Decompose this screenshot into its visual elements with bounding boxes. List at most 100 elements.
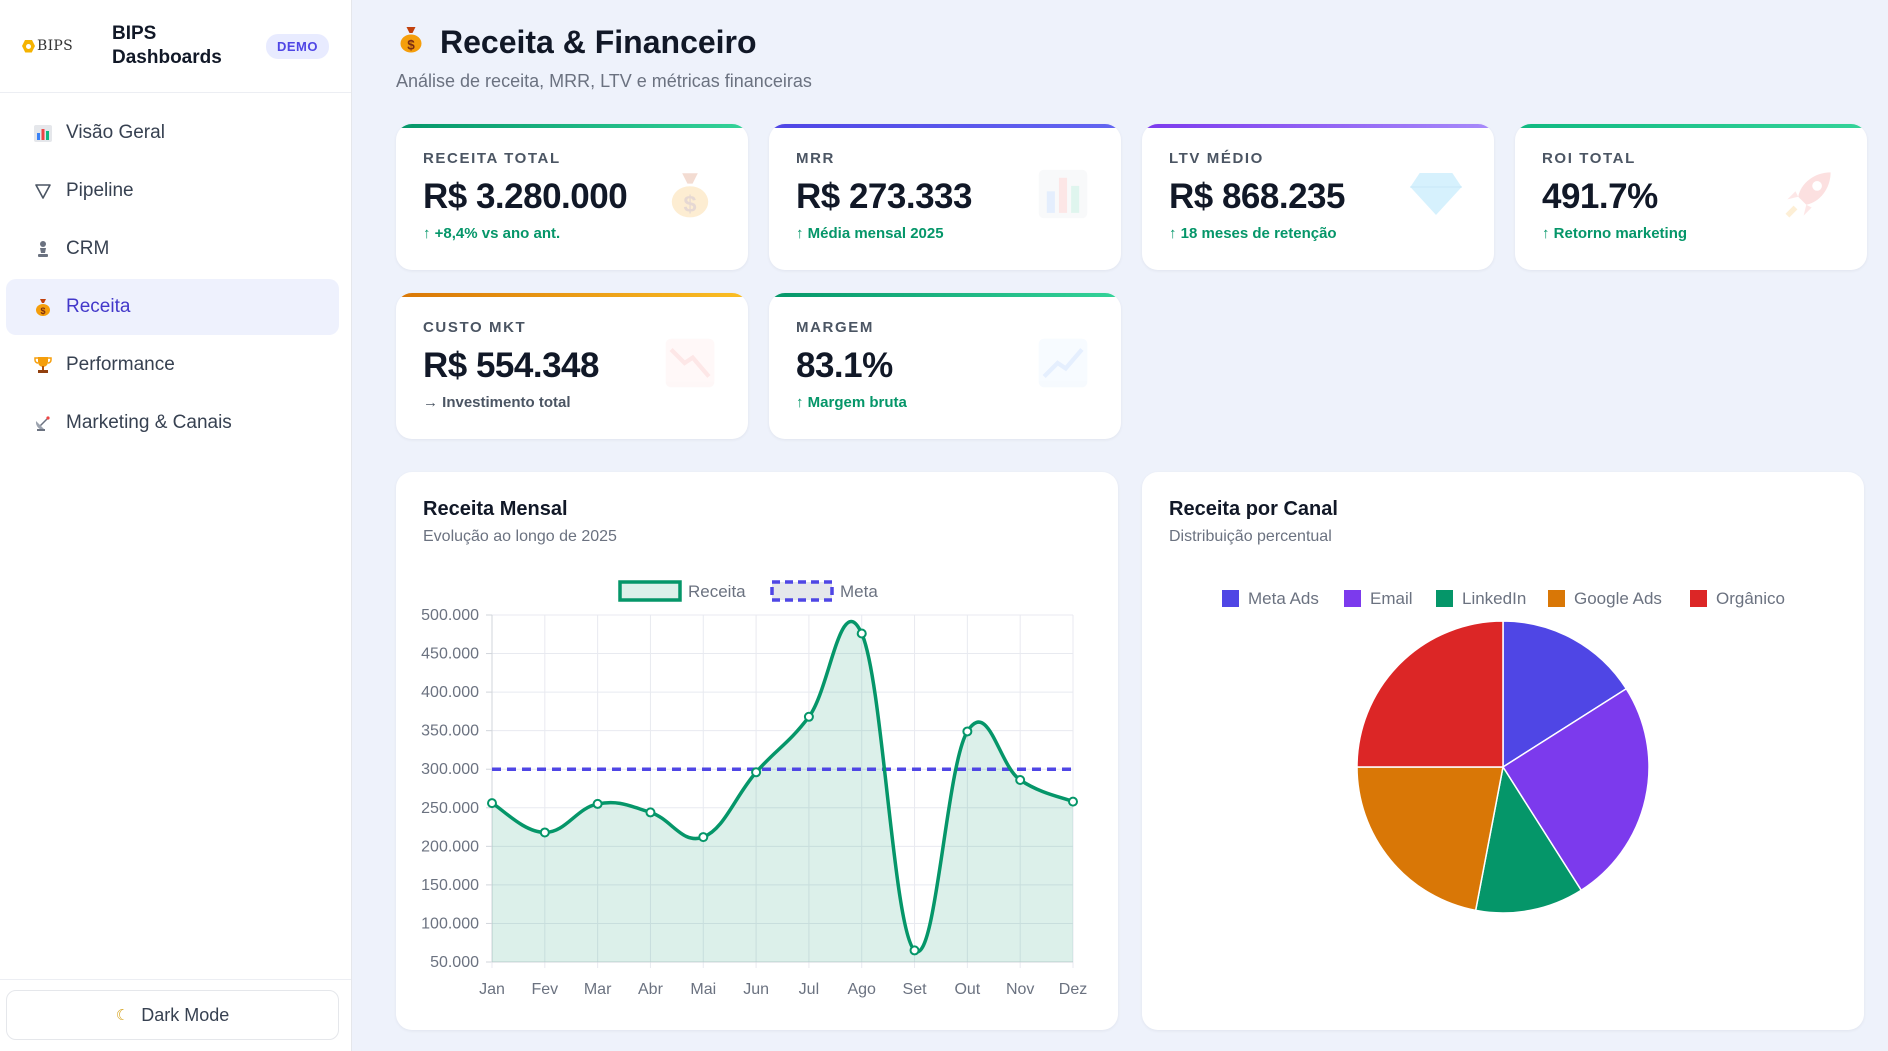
- dark-mode-label: Dark Mode: [141, 1004, 230, 1025]
- kpi-label: MARGEM: [796, 319, 874, 336]
- sidebar-item-visao-geral[interactable]: Visão Geral: [6, 105, 339, 161]
- y-tick-label: 250.000: [421, 800, 479, 817]
- kpi-card-receita-total: RECEITA TOTAL R$ 3.280.000 ↑ +8,4% vs an…: [396, 124, 748, 270]
- kpi-value: 83.1%: [796, 346, 893, 385]
- kpi-card-mrr: MRR R$ 273.333 ↑ Média mensal 2025: [769, 124, 1121, 270]
- sidebar-item-marketing-canais[interactable]: Marketing & Canais: [6, 395, 339, 451]
- sidebar-item-receita[interactable]: $ Receita: [6, 279, 339, 335]
- kpi-trend: ↑ Retorno marketing: [1542, 225, 1688, 242]
- kpi-accent-bar: [396, 293, 748, 297]
- card-title: Receita por Canal: [1169, 498, 1338, 520]
- x-tick-label: Ago: [847, 981, 876, 998]
- y-tick-label: 100.000: [421, 915, 479, 932]
- kpi-value: 491.7%: [1542, 177, 1658, 216]
- sidebar-item-label: Visão Geral: [66, 122, 165, 143]
- sidebar-item-label: Receita: [66, 296, 131, 317]
- page-header: $ Receita & Financeiro Análise de receit…: [396, 24, 812, 92]
- y-tick-label: 50.000: [430, 954, 479, 971]
- x-tick-label: Nov: [1006, 981, 1034, 998]
- receita-point: [1068, 796, 1078, 807]
- receita-point: [1015, 775, 1026, 786]
- sidebar-footer: ☾ Dark Mode: [0, 979, 351, 1051]
- pie-slice-meta-ads: [1502, 620, 1628, 769]
- y-tick-label: 450.000: [421, 646, 479, 663]
- kpi-card-margem: MARGEM 83.1% ↑ Margem bruta: [769, 293, 1121, 439]
- pie-slice-google-ads: [1356, 766, 1504, 912]
- legend-swatch: [1548, 590, 1565, 607]
- legend-swatch: [1344, 590, 1361, 607]
- y-tick-label: 500.000: [421, 607, 479, 624]
- legend-label: Orgânico: [1716, 589, 1785, 608]
- kpi-accent-bar: [1142, 124, 1494, 128]
- legend-label: Google Ads: [1574, 589, 1662, 608]
- legend-swatch-receita: [618, 580, 682, 602]
- chart-decreasing-icon: [662, 335, 718, 391]
- x-tick-label: Abr: [638, 981, 664, 998]
- y-tick-label: 350.000: [421, 723, 479, 740]
- y-tick-label: 400.000: [421, 684, 479, 701]
- kpi-accent-bar: [769, 293, 1121, 297]
- pie-slice-email: [1501, 687, 1650, 892]
- brand-logo: BIPS: [22, 38, 90, 54]
- kpi-card-custo-mkt: CUSTO MKT R$ 554.348 → Investimento tota…: [396, 293, 748, 439]
- rocket-icon: [1781, 166, 1837, 222]
- page-title-text: Receita & Financeiro: [440, 24, 757, 60]
- receita-point: [539, 827, 550, 838]
- x-tick-label: Out: [954, 981, 980, 998]
- svg-text:$: $: [40, 306, 45, 316]
- x-tick-label: Jan: [479, 981, 505, 998]
- kpi-label: LTV MÉDIO: [1169, 150, 1264, 167]
- x-tick-label: Set: [903, 981, 928, 998]
- kpi-accent-bar: [1515, 124, 1867, 128]
- receita-point: [751, 767, 762, 778]
- kpi-card-ltv-medio: LTV MÉDIO R$ 868.235 ↑ 18 meses de reten…: [1142, 124, 1494, 270]
- diamond-icon: [1408, 166, 1464, 222]
- legend-swatch-meta: [770, 580, 834, 602]
- card-title: Receita Mensal: [423, 498, 568, 520]
- x-tick-label: Fev: [531, 981, 558, 998]
- sidebar-item-pipeline[interactable]: Pipeline: [6, 163, 339, 219]
- legend-swatch: [1436, 590, 1453, 607]
- sidebar-item-label: Marketing & Canais: [66, 412, 232, 433]
- bar-chart-icon: [1035, 166, 1091, 222]
- x-tick-label: Jun: [743, 981, 769, 998]
- legend-label: Meta Ads: [1248, 589, 1319, 608]
- y-tick-label: 300.000: [421, 761, 479, 778]
- sidebar-item-label: Performance: [66, 354, 175, 375]
- kpi-label: MRR: [796, 150, 835, 167]
- legend-label: LinkedIn: [1462, 589, 1526, 608]
- card-subtitle: Distribuição percentual: [1169, 528, 1332, 545]
- receita-point: [856, 628, 867, 639]
- dark-mode-button[interactable]: ☾ Dark Mode: [6, 990, 339, 1040]
- sidebar-item-label: CRM: [66, 238, 110, 259]
- sidebar-item-performance[interactable]: Performance: [6, 337, 339, 393]
- x-tick-label: Mar: [584, 981, 612, 998]
- channel-pie-chart: Meta Ads Email LinkedIn Google Ads Orgânico: [1222, 589, 1785, 914]
- money-bag-icon: $: [396, 24, 426, 61]
- moon-icon: ☾: [115, 1007, 130, 1024]
- pie-slice-linkedin: [1474, 764, 1583, 914]
- kpi-trend: ↑ Margem bruta: [796, 394, 907, 411]
- legend-swatch: [1690, 590, 1707, 607]
- kpi-accent-bar: [769, 124, 1121, 128]
- money-bag-icon: $: [26, 297, 60, 317]
- funnel-icon: [26, 182, 60, 200]
- kpi-trend: → Investimento total: [423, 394, 571, 411]
- kpi-value: R$ 273.333: [796, 177, 972, 216]
- receita-point: [592, 798, 603, 809]
- chess-pawn-icon: [26, 239, 60, 259]
- pie-slice-org-nico: [1356, 620, 1504, 768]
- sidebar-item-crm[interactable]: CRM: [6, 221, 339, 277]
- channel-chart-card: Receita por Canal Distribuição percentua…: [1142, 472, 1864, 1030]
- brand-name: BIPS Dashboards: [112, 23, 222, 68]
- revenue-chart-card: Receita Mensal Evolução ao longo de 2025…: [396, 472, 1118, 1030]
- demo-badge: DEMO: [266, 33, 329, 59]
- kpi-value: R$ 3.280.000: [423, 177, 628, 216]
- kpi-label: ROI TOTAL: [1542, 150, 1636, 167]
- chart-increasing-icon: [1035, 335, 1091, 391]
- kpi-trend: ↑ 18 meses de retenção: [1169, 225, 1337, 242]
- receita-point: [962, 726, 973, 737]
- receita-point: [803, 711, 814, 722]
- svg-text:$: $: [683, 191, 696, 217]
- x-tick-label: Dez: [1059, 981, 1087, 998]
